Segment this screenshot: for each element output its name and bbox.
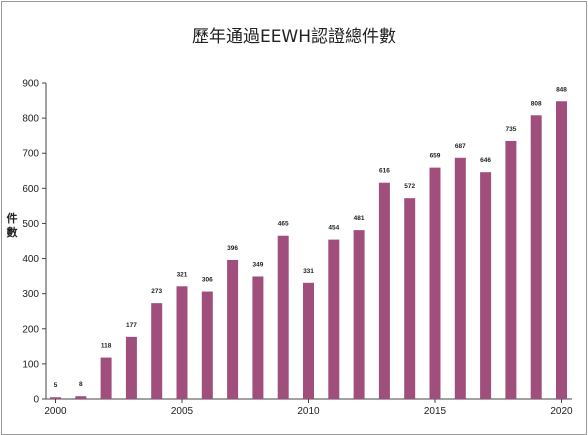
data-label: 687 (455, 143, 466, 150)
bar (277, 235, 289, 399)
data-label: 118 (101, 343, 112, 350)
data-label: 659 (430, 153, 441, 160)
bar (151, 303, 163, 399)
y-tick-label: 0 (33, 395, 39, 406)
data-label: 306 (202, 277, 213, 284)
bar (378, 182, 390, 399)
y-tick-label: 500 (22, 219, 39, 230)
bar (227, 259, 239, 399)
x-tick-label: 2010 (297, 406, 320, 417)
bar (404, 198, 416, 399)
x-tick-label: 2020 (550, 406, 573, 417)
y-tick-label: 600 (22, 184, 39, 195)
y-tick-label: 400 (22, 254, 39, 265)
y-tick-label: 300 (22, 289, 39, 300)
data-label: 481 (354, 215, 365, 222)
bar (75, 396, 87, 399)
data-label: 321 (177, 271, 188, 278)
data-label: 572 (404, 183, 415, 190)
data-label: 646 (480, 157, 491, 164)
data-label: 396 (227, 245, 238, 252)
bar (50, 397, 61, 399)
bar (480, 172, 492, 399)
bar (353, 230, 365, 399)
bar (100, 357, 112, 399)
data-label: 848 (556, 86, 567, 93)
data-label: 331 (303, 268, 314, 275)
x-tick-label: 2005 (171, 406, 194, 417)
chart-title: 歷年通過EEWH認證總件數 (191, 27, 397, 47)
bar (125, 336, 137, 399)
y-tick-label: 100 (22, 359, 39, 370)
y-tick-label: 900 (22, 79, 39, 90)
data-label: 454 (328, 225, 339, 232)
bar (328, 239, 340, 399)
data-label: 5 (54, 382, 58, 389)
bar (505, 140, 517, 399)
data-label: 349 (252, 261, 263, 268)
bar (530, 115, 542, 400)
bar (429, 167, 441, 399)
bar (252, 276, 264, 399)
bar (454, 157, 466, 399)
bar (176, 286, 188, 399)
data-label: 735 (505, 126, 516, 133)
data-label: 177 (126, 322, 137, 329)
bar (201, 291, 213, 399)
y-tick-label: 700 (22, 149, 39, 160)
x-tick-label: 2015 (424, 406, 447, 417)
x-tick-label: 2000 (44, 406, 67, 417)
y-axis-label: 件數 (6, 212, 18, 239)
data-label: 465 (278, 221, 289, 228)
y-tick-label: 200 (22, 324, 39, 335)
y-tick-label: 800 (22, 114, 39, 125)
data-label: 616 (379, 168, 390, 175)
bar (556, 101, 567, 399)
data-label: 273 (151, 288, 162, 295)
bar (303, 282, 314, 399)
data-label: 808 (531, 100, 542, 107)
data-label: 8 (79, 381, 83, 388)
